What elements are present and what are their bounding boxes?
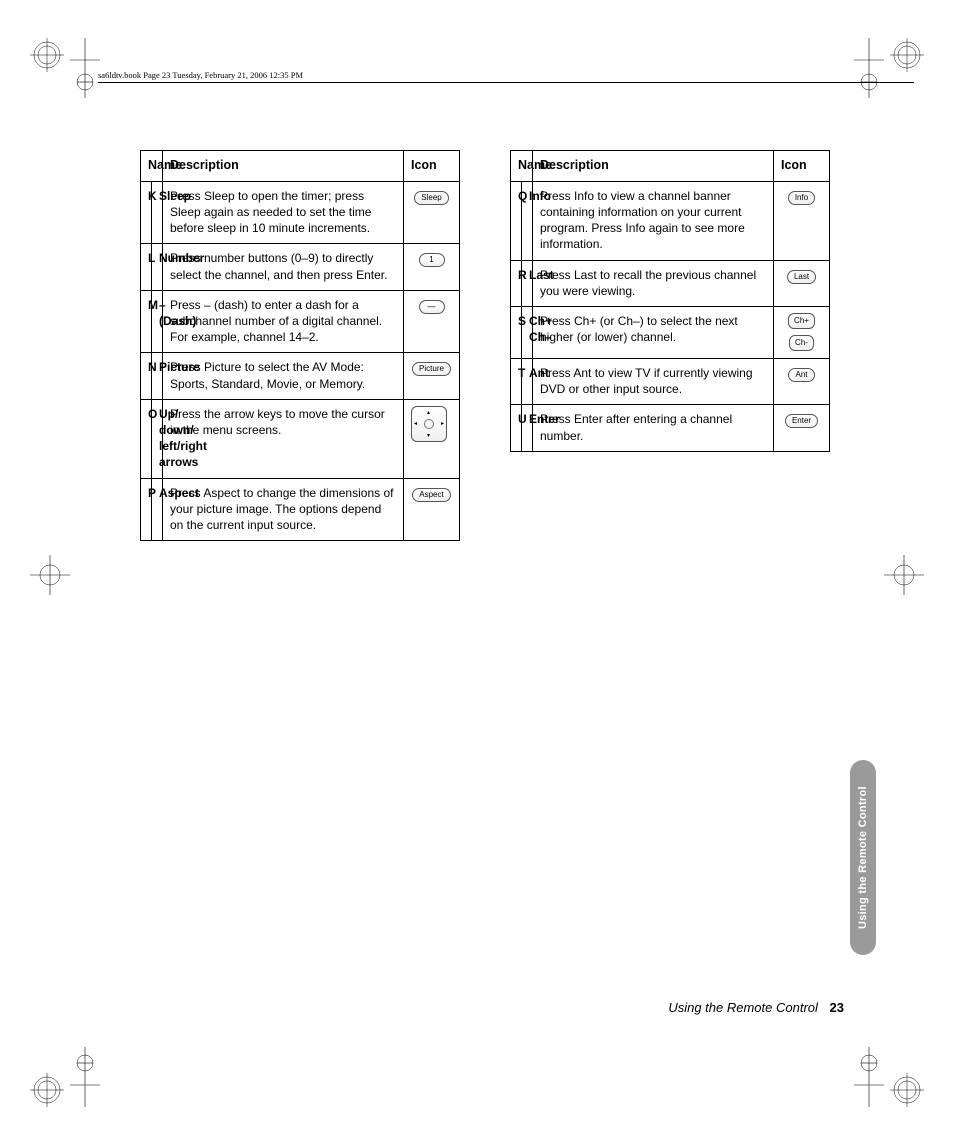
- crop-mark-side: [30, 555, 70, 595]
- table-row: T Ant Press Ant to view TV if currently vi…: [511, 359, 830, 405]
- crop-mark: [70, 1047, 100, 1107]
- row-letter: S: [511, 307, 522, 359]
- sleep-button-icon: Sleep: [414, 191, 448, 205]
- row-letter: N: [141, 353, 152, 399]
- page-footer: Using the Remote Control 23: [668, 1000, 844, 1015]
- row-description: Press Aspect to change the dimensions of…: [163, 478, 404, 541]
- table-row: SCh+Ch–Press Ch+ (or Ch–) to select the …: [511, 307, 830, 359]
- row-letter: K: [141, 181, 152, 244]
- row-letter: T: [511, 359, 522, 405]
- dpad-icon: ▴▾◂▸: [411, 406, 447, 442]
- content-area: Name Description Icon K Sleep Press Sleep …: [140, 150, 854, 541]
- reg-mark-bl: [30, 1073, 64, 1107]
- row-icon: Info: [774, 181, 830, 260]
- table-row: P Aspect Press Aspect to change the dimens…: [141, 478, 460, 541]
- one-button-icon: 1: [419, 253, 445, 267]
- row-description: Press Picture to select the AV Mode: Spo…: [163, 353, 404, 399]
- enter-button-icon: Enter: [785, 414, 818, 428]
- info-button-icon: Info: [788, 191, 815, 205]
- row-description: Press Last to recall the previous channe…: [533, 260, 774, 306]
- table-row: K Sleep Press Sleep to open the timer; pre…: [141, 181, 460, 244]
- row-letter: Q: [511, 181, 522, 260]
- row-icon: Enter: [774, 405, 830, 451]
- crop-mark: [70, 38, 100, 98]
- crop-mark: [854, 38, 884, 98]
- th-desc: Description: [163, 151, 404, 182]
- remote-table-left: Name Description Icon K Sleep Press Sleep …: [140, 150, 460, 541]
- page-header-meta: sa6ldtv.book Page 23 Tuesday, February 2…: [98, 70, 303, 80]
- aspect-button-icon: Aspect: [412, 488, 450, 502]
- header-rule: [98, 82, 914, 83]
- right-column: Name Description Icon Q Info Press Info to…: [510, 150, 830, 541]
- reg-mark-br: [890, 1073, 924, 1107]
- table-row: N Picture Press Picture to select the AV M…: [141, 353, 460, 399]
- row-icon: 1: [404, 244, 460, 290]
- row-description: Press Info to view a channel banner cont…: [533, 181, 774, 260]
- th-icon: Icon: [774, 151, 830, 182]
- row-description: Press – (dash) to enter a dash for a sub…: [163, 290, 404, 353]
- row-icon: —: [404, 290, 460, 353]
- dash-button-icon: —: [419, 300, 445, 314]
- row-letter: R: [511, 260, 522, 306]
- ant-button-icon: Ant: [788, 368, 814, 382]
- row-letter: L: [141, 244, 152, 290]
- crop-mark: [854, 1047, 884, 1107]
- table-row: OUp/down/left/rightarrowsPress the arrow…: [141, 399, 460, 478]
- row-description: Press Ant to view TV if currently viewin…: [533, 359, 774, 405]
- table-row: Q Info Press Info to view a channel banner…: [511, 181, 830, 260]
- row-letter: U: [511, 405, 522, 451]
- table-row: U Enter Press Enter after entering a chann…: [511, 405, 830, 451]
- footer-section: Using the Remote Control: [668, 1000, 818, 1015]
- row-icon: Aspect: [404, 478, 460, 541]
- row-letter: M: [141, 290, 152, 353]
- row-description: Press Enter after entering a channel num…: [533, 405, 774, 451]
- row-icon: Sleep: [404, 181, 460, 244]
- row-icon: Picture: [404, 353, 460, 399]
- section-side-tab: Using the Remote Control: [850, 760, 876, 955]
- ch-buttons-icon: Ch+Ch-: [781, 313, 822, 351]
- footer-page-number: 23: [830, 1000, 844, 1015]
- last-button-icon: Last: [787, 270, 816, 284]
- reg-mark-tl: [30, 38, 64, 72]
- row-letter: P: [141, 478, 152, 541]
- row-description: Press Ch+ (or Ch–) to select the next hi…: [533, 307, 774, 359]
- row-description: Press Sleep to open the timer; press Sle…: [163, 181, 404, 244]
- row-description: Press number buttons (0–9) to directly s…: [163, 244, 404, 290]
- table-row: R Last Press Last to recall the previous c…: [511, 260, 830, 306]
- row-icon: Ch+Ch-: [774, 307, 830, 359]
- row-icon: Ant: [774, 359, 830, 405]
- th-icon: Icon: [404, 151, 460, 182]
- row-icon: Last: [774, 260, 830, 306]
- reg-mark-tr: [890, 38, 924, 72]
- picture-button-icon: Picture: [412, 362, 451, 376]
- remote-table-right: Name Description Icon Q Info Press Info to…: [510, 150, 830, 452]
- row-letter: O: [141, 399, 152, 478]
- th-desc: Description: [533, 151, 774, 182]
- crop-mark-side: [884, 555, 924, 595]
- table-row: M– (Dash)Press – (dash) to enter a dash …: [141, 290, 460, 353]
- th-name: Name: [141, 151, 163, 182]
- table-row: LNumberPress number buttons (0–9) to dir…: [141, 244, 460, 290]
- th-name: Name: [511, 151, 533, 182]
- row-icon: ▴▾◂▸: [404, 399, 460, 478]
- left-column: Name Description Icon K Sleep Press Sleep …: [140, 150, 460, 541]
